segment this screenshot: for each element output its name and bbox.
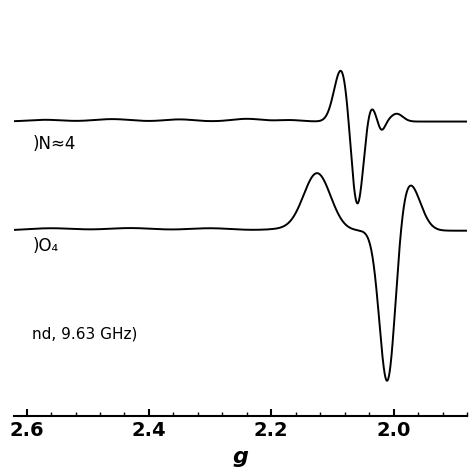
Text: )O₄: )O₄ [32,237,59,255]
Text: nd, 9.63 GHz): nd, 9.63 GHz) [32,327,138,342]
Text: )N≈4: )N≈4 [32,135,76,153]
X-axis label: g: g [233,447,249,467]
